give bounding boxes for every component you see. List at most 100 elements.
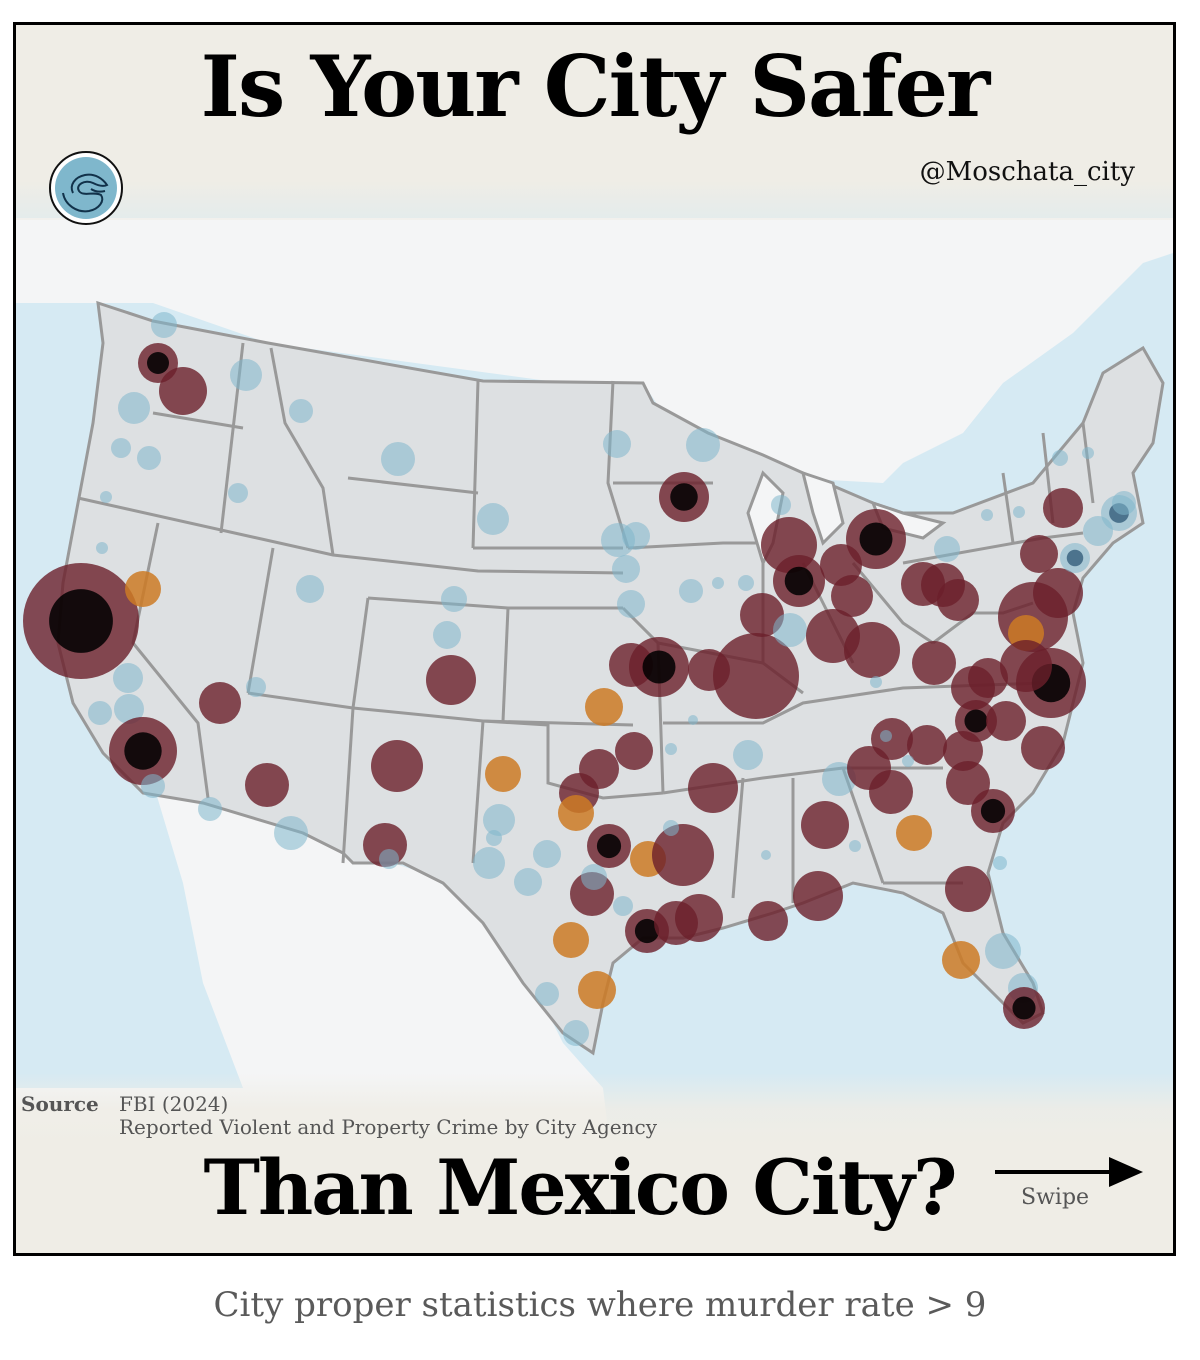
city-bubble-higher <box>945 866 991 912</box>
city-bubble-lower <box>712 577 724 589</box>
city-bubble-lower <box>622 522 650 550</box>
city-bubble-core <box>964 709 988 733</box>
city-bubble-lower <box>137 446 161 470</box>
city-bubble-lower <box>985 933 1021 969</box>
city-bubble-lower <box>533 840 561 868</box>
source-label: Source <box>21 1092 99 1116</box>
city-bubble-higher <box>688 763 738 813</box>
city-bubble-lower <box>679 579 703 603</box>
swipe-hint[interactable]: Swipe <box>995 1155 1155 1215</box>
city-bubble-lower <box>274 816 308 850</box>
city-bubble-higher <box>245 763 289 807</box>
city-bubble-lower <box>96 542 108 554</box>
city-bubble-similar <box>558 795 594 831</box>
city-bubble-higher <box>1000 640 1052 692</box>
city-bubble-lower <box>1112 491 1136 515</box>
city-bubble-lower <box>441 586 467 612</box>
city-bubble-lower <box>141 774 165 798</box>
city-bubble-higher <box>951 666 995 710</box>
source-line-1: FBI (2024) <box>119 1092 229 1116</box>
city-bubble-lower <box>151 312 177 338</box>
canada-land <box>16 218 1173 483</box>
city-bubble-higher <box>937 579 979 621</box>
city-bubble-core <box>124 732 162 770</box>
city-bubble-lower <box>663 820 679 836</box>
city-bubble-lower <box>902 755 914 767</box>
city-bubble-core <box>596 833 622 859</box>
city-bubble-higher <box>652 824 714 886</box>
city-bubble-lower <box>849 840 861 852</box>
city-bubble-lower <box>613 896 633 916</box>
city-bubble-lower <box>773 613 807 647</box>
city-bubble-lower <box>486 830 502 846</box>
city-bubble-higher <box>831 575 873 617</box>
city-bubble-higher <box>199 682 241 724</box>
source-line-2: Reported Violent and Property Crime by C… <box>119 1115 658 1139</box>
city-bubble-lower <box>612 555 640 583</box>
city-bubble-lower <box>230 359 262 391</box>
infographic-frame: Is Your City Safer @Moschata_city Source… <box>13 22 1176 1256</box>
city-bubble-lower <box>688 715 698 725</box>
city-bubble-core <box>859 522 893 556</box>
city-bubble-lower <box>738 575 754 591</box>
city-bubble-lower <box>514 868 542 896</box>
city-bubble-lower <box>603 430 631 458</box>
city-bubble-higher <box>615 732 653 770</box>
city-bubble-lower <box>1013 506 1025 518</box>
city-bubble-higher <box>912 641 956 685</box>
swipe-label: Swipe <box>1021 1185 1090 1210</box>
city-bubble-similar <box>896 815 932 851</box>
city-bubble-core <box>642 650 676 684</box>
city-bubble-lower <box>113 663 143 693</box>
city-bubble-lower <box>581 864 607 890</box>
city-bubble-higher <box>713 633 799 719</box>
city-bubble-similar <box>578 971 616 1009</box>
duck-glyph-icon <box>62 173 109 213</box>
city-bubble-lower <box>88 701 112 725</box>
duck-logo-icon <box>49 151 123 225</box>
city-bubble-higher <box>1021 726 1065 770</box>
city-bubble-higher <box>869 770 913 814</box>
city-bubble-lower <box>686 428 720 462</box>
city-bubble-lower <box>246 677 266 697</box>
city-bubble-higher <box>1043 488 1083 528</box>
city-bubble-higher <box>1020 535 1058 573</box>
city-bubble-lower <box>880 730 892 742</box>
city-bubble-core <box>1066 549 1084 567</box>
city-bubble-higher <box>371 740 423 792</box>
city-bubble-higher <box>986 701 1026 741</box>
city-bubble-higher <box>748 901 788 941</box>
city-bubble-core <box>147 352 169 374</box>
city-bubble-lower <box>483 804 515 836</box>
city-bubble-higher <box>871 718 913 760</box>
city-bubble-similar <box>485 756 521 792</box>
city-bubble-lower <box>296 575 324 603</box>
city-bubble-higher <box>946 761 990 805</box>
city-bubble-lower <box>733 740 763 770</box>
city-bubble-lower <box>289 399 313 423</box>
city-bubble-lower <box>473 847 505 879</box>
city-bubble-lower <box>870 676 882 688</box>
city-bubble-higher <box>675 894 723 942</box>
source-note: Source FBI (2024) Reported Violent and Pr… <box>21 1093 657 1139</box>
city-bubble-lower <box>118 392 150 424</box>
arrow-right-icon <box>995 1170 1115 1174</box>
city-bubble-higher <box>793 871 843 921</box>
city-bubble-lower <box>379 849 399 869</box>
city-bubble-similar <box>125 571 161 607</box>
city-bubble-higher <box>844 622 900 678</box>
city-bubble-lower <box>477 503 509 535</box>
city-bubble-core <box>784 566 814 596</box>
city-bubble-similar <box>553 922 589 958</box>
city-bubble-lower <box>1082 447 1094 459</box>
page-title-continued: Than Mexico City? <box>203 1143 957 1232</box>
city-bubble-lower <box>981 509 993 521</box>
city-bubble-lower <box>771 495 791 515</box>
city-bubble-lower <box>563 1020 589 1046</box>
city-bubble-lower <box>617 590 645 618</box>
city-bubble-lower <box>993 856 1007 870</box>
city-bubble-higher <box>740 593 784 637</box>
city-bubble-higher <box>801 801 849 849</box>
page-title: Is Your City Safer <box>200 37 991 136</box>
city-bubble-lower <box>934 536 960 562</box>
